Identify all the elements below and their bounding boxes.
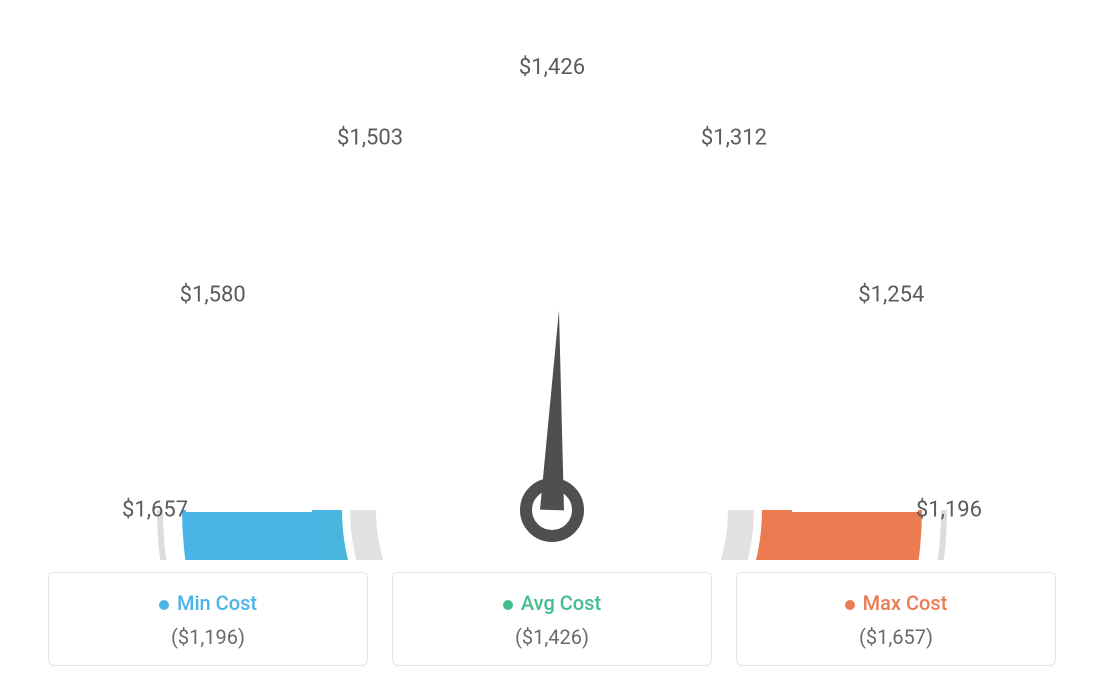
gauge-tick [672,193,735,302]
legend-row: Min Cost ($1,196) Avg Cost ($1,426) Max Cost… [48,572,1056,666]
gauge-tick-label: $1,657 [122,498,188,523]
legend-title-min: Min Cost [49,591,367,615]
legend-title-text: Min Cost [177,591,257,615]
legend-title-text: Avg Cost [521,591,601,615]
gauge-chart: $1,196 $1,254 $1,312 $1,426 $1,503 $1,580 $1,6… [42,20,1062,560]
gauge-tick-label: $1,580 [180,283,246,308]
gauge-tick [796,394,871,421]
legend-card-min: Min Cost ($1,196) [48,572,368,666]
gauge-tick [719,250,770,311]
legend-title-avg: Avg Cost [393,591,711,615]
gauge-tick [641,191,668,266]
legend-value-avg: ($1,426) [393,625,711,649]
legend-title-text: Max Cost [863,591,948,615]
gauge-tick [436,191,463,266]
legend-title-max: Max Cost [737,591,1055,615]
legend-dot-icon [845,600,855,610]
gauge-tick [760,327,869,390]
gauge-tick-label: $1,196 [916,498,982,523]
gauge-tick [493,175,507,254]
legend-value-max: ($1,657) [737,625,1055,649]
gauge-tick-label: $1,254 [858,283,924,308]
legend-value-min: ($1,196) [49,625,367,649]
gauge-tick-label: $1,426 [519,55,585,80]
legend-card-max: Max Cost ($1,657) [736,572,1056,666]
gauge-tick [292,291,353,342]
gauge-tick [597,175,611,254]
gauge-tick [808,451,887,465]
gauge-tick [751,291,812,342]
legend-card-avg: Avg Cost ($1,426) [392,572,712,666]
gauge-tick [333,250,384,311]
gauge-tick-label: $1,503 [337,125,403,150]
gauge-tick-label: $1,312 [701,125,767,150]
gauge-tick [369,193,432,302]
legend-dot-icon [159,600,169,610]
gauge-tick [235,327,344,390]
gauge-tick [217,451,296,465]
gauge-tick [233,394,308,421]
legend-dot-icon [503,600,513,610]
